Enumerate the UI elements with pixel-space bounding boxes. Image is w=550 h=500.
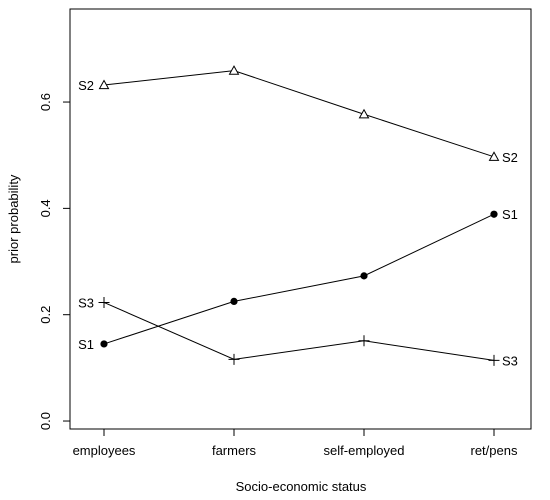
x-tick-label: self-employed <box>324 443 405 458</box>
series-start-label: S2 <box>78 78 94 93</box>
plot-frame <box>69 8 532 430</box>
series-end-label: S3 <box>502 353 518 368</box>
data-point <box>228 353 240 365</box>
data-point <box>228 65 240 75</box>
y-tick-label: 0.4 <box>38 199 53 217</box>
y-tick-label: 0.6 <box>38 93 53 111</box>
series-end-label: S1 <box>502 207 518 222</box>
x-tick-label: ret/pens <box>471 443 518 458</box>
series-start-label: S3 <box>78 295 94 310</box>
x-tick-label: employees <box>73 443 136 458</box>
data-point <box>358 335 370 347</box>
series-end-label: S2 <box>502 150 518 165</box>
data-point <box>490 210 498 218</box>
data-point <box>488 151 500 161</box>
data-point <box>98 296 110 308</box>
y-axis-title: prior probability <box>6 174 21 263</box>
series-s1: S1 S1 <box>78 207 518 352</box>
y-axis: 0.0 0.2 0.4 0.6 <box>38 93 70 430</box>
x-tick-label: farmers <box>212 443 257 458</box>
data-point <box>100 340 108 348</box>
data-point <box>230 297 238 306</box>
series-line <box>103 302 495 361</box>
series-s2: S2 S2 <box>78 65 518 165</box>
y-tick-label: 0.0 <box>38 412 53 430</box>
series-line <box>103 213 495 345</box>
series-s3: S3 S3 <box>78 295 518 368</box>
data-point <box>360 272 368 280</box>
data-point <box>358 108 370 119</box>
data-point <box>98 79 110 90</box>
x-axis-title: Socio-economic status <box>236 479 367 494</box>
series-line <box>103 70 495 158</box>
data-point <box>488 354 500 366</box>
y-tick-label: 0.2 <box>38 306 53 324</box>
series-start-label: S1 <box>78 337 94 352</box>
series-layer: S1 S1 S2 S2 S3 S3 <box>78 65 518 368</box>
x-axis: employees farmers self-employed ret/pens <box>73 429 518 458</box>
